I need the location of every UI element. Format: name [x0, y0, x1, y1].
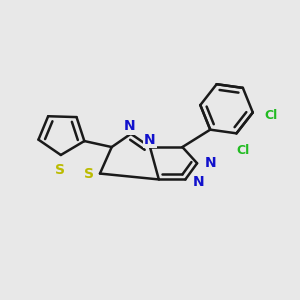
Text: N: N: [205, 156, 216, 170]
Text: N: N: [124, 119, 135, 134]
Text: N: N: [144, 133, 156, 147]
Text: S: S: [84, 167, 94, 181]
Text: Cl: Cl: [264, 109, 278, 122]
Text: N: N: [193, 176, 204, 189]
Text: Cl: Cl: [237, 144, 250, 157]
Text: S: S: [55, 163, 65, 177]
